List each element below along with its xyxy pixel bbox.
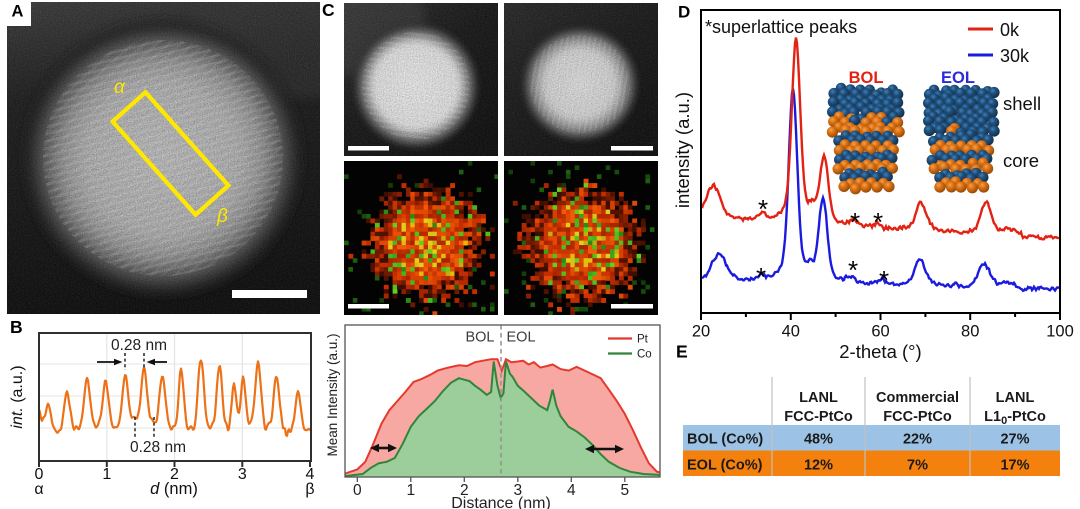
svg-text:2-theta (°): 2-theta (°) — [839, 341, 921, 362]
svg-text:4: 4 — [306, 466, 315, 483]
svg-text:2: 2 — [170, 466, 179, 483]
svg-text:intensity (a.u.): intensity (a.u.) — [672, 92, 693, 208]
svg-text:1: 1 — [102, 466, 111, 483]
svg-text:60: 60 — [871, 323, 889, 341]
svg-text:20: 20 — [692, 323, 710, 341]
svg-text:5: 5 — [620, 482, 629, 499]
svg-text:22%: 22% — [903, 432, 932, 448]
svg-text:core: core — [1003, 150, 1039, 171]
svg-text:C: C — [322, 0, 335, 20]
svg-text:*: * — [756, 262, 766, 292]
svg-text:3: 3 — [238, 466, 247, 483]
svg-text:D: D — [678, 3, 690, 22]
svg-text:30k: 30k — [1000, 46, 1030, 66]
svg-text:EOL: EOL — [507, 330, 536, 346]
svg-text:α: α — [114, 77, 126, 98]
svg-text:48%: 48% — [804, 432, 833, 448]
svg-text:2: 2 — [460, 482, 469, 499]
svg-text:*: * — [850, 207, 860, 237]
svg-text:12%: 12% — [804, 458, 833, 474]
svg-text:Distance (nm): Distance (nm) — [451, 495, 551, 509]
svg-text:FCC-PtCo: FCC-PtCo — [784, 409, 853, 425]
svg-text:4: 4 — [567, 482, 576, 499]
svg-text:shell: shell — [1003, 93, 1041, 114]
svg-text:0: 0 — [353, 482, 362, 499]
svg-text:BOL (Co%): BOL (Co%) — [687, 432, 763, 448]
svg-text:0k: 0k — [1000, 20, 1020, 40]
svg-text:*: * — [879, 265, 889, 295]
svg-text:*superlattice peaks: *superlattice peaks — [705, 17, 857, 37]
svg-text:Co: Co — [637, 349, 652, 361]
svg-text:BOL: BOL — [849, 69, 884, 87]
svg-text:Pt: Pt — [637, 334, 649, 346]
svg-text:EOL (Co%): EOL (Co%) — [687, 458, 763, 474]
svg-text:α: α — [34, 481, 43, 498]
svg-text:L10-PtCo: L10-PtCo — [984, 409, 1046, 427]
svg-text:BOL: BOL — [465, 330, 494, 346]
svg-text:B: B — [10, 317, 23, 337]
svg-text:*: * — [848, 255, 858, 285]
svg-text:27%: 27% — [1000, 432, 1029, 448]
svg-text:40: 40 — [782, 323, 800, 341]
svg-text:LANL: LANL — [799, 390, 838, 406]
svg-text:LANL: LANL — [996, 390, 1035, 406]
svg-text:β: β — [216, 206, 228, 227]
svg-text:E: E — [676, 342, 688, 362]
svg-text:1: 1 — [406, 482, 415, 499]
svg-text:*: * — [758, 194, 768, 224]
svg-text:0.28 nm: 0.28 nm — [130, 439, 186, 456]
svg-text:β: β — [305, 481, 314, 498]
svg-text:Mean Intensity (a.u.): Mean Intensity (a.u.) — [325, 333, 340, 456]
svg-text:EOL: EOL — [941, 69, 975, 87]
svg-text:*: * — [873, 207, 883, 237]
svg-text:7%: 7% — [907, 458, 928, 474]
svg-text:17%: 17% — [1000, 458, 1029, 474]
svg-text:FCC-PtCo: FCC-PtCo — [883, 409, 952, 425]
svg-text:3: 3 — [513, 482, 522, 499]
svg-text:d (nm): d (nm) — [150, 480, 198, 498]
svg-text:0.28 nm: 0.28 nm — [111, 337, 167, 354]
svg-text:80: 80 — [961, 323, 979, 341]
svg-text:A: A — [12, 3, 24, 21]
svg-text:100: 100 — [1046, 323, 1074, 341]
svg-text:Commercial: Commercial — [876, 390, 959, 406]
svg-text:int. (a.u.): int. (a.u.) — [9, 365, 26, 428]
svg-text:0: 0 — [35, 466, 44, 483]
